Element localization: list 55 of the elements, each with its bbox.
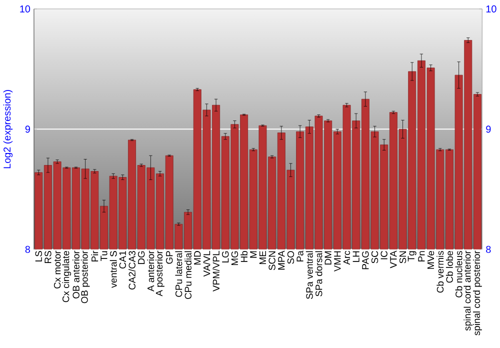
x-tick-label: A posterior bbox=[156, 250, 164, 296]
y-tick-label: 8 bbox=[25, 246, 30, 254]
x-tick-label: LH bbox=[352, 251, 360, 262]
x-tick-label: GP bbox=[166, 251, 173, 264]
x-tick-label: CPu lateral bbox=[175, 251, 182, 297]
x-tick-label: RS bbox=[44, 251, 52, 264]
x-tick-label: VMH bbox=[334, 251, 341, 272]
x-tick-label: Tu bbox=[100, 251, 108, 262]
x-tick-label: PAG bbox=[362, 251, 369, 270]
x-tick-label: OB anterior bbox=[72, 250, 80, 299]
x-tick-label: DG bbox=[138, 251, 145, 264]
x-tick-label: Pn bbox=[418, 251, 425, 262]
x-tick-label: DM bbox=[324, 251, 332, 265]
x-tick-label: Arc bbox=[343, 250, 350, 265]
x-tick-label: IC bbox=[380, 251, 388, 260]
x-tick-label: Cb vermis bbox=[436, 251, 444, 293]
x-tick-label: CA2/CA3 bbox=[128, 251, 136, 290]
x-tick-label: SC bbox=[371, 251, 378, 264]
y-tick-label: 10 bbox=[20, 6, 30, 13]
x-tick-label: SCN bbox=[268, 251, 276, 270]
x-tick-label: MG bbox=[231, 251, 238, 266]
x-tick-label: VPM/VPL bbox=[212, 251, 220, 292]
y2-tick-label: 10 bbox=[486, 6, 496, 13]
x-tick-label: CPu medial bbox=[184, 251, 192, 300]
x-tick-label: SPa ventral bbox=[306, 251, 313, 300]
x-tick-label: OB posterior bbox=[80, 250, 90, 304]
x-tick-label: ME bbox=[259, 251, 266, 264]
x-tick-label: Hb bbox=[240, 251, 248, 262]
x-tick-label: LS bbox=[35, 251, 42, 262]
x-tick-label: Cx motor bbox=[54, 250, 61, 289]
x-tick-label: LG bbox=[222, 251, 229, 263]
x-tick-label: CA1 bbox=[119, 251, 126, 269]
x-tick-label: Cb lobe bbox=[446, 251, 453, 283]
x-tick-label: SN bbox=[399, 251, 406, 264]
x-tick-label: VTA bbox=[390, 250, 397, 268]
x-tick-label: ventral S bbox=[110, 251, 117, 288]
x-tick-label: spinal cord posterior bbox=[473, 250, 482, 336]
x-tick-label: Tg bbox=[408, 251, 416, 262]
x-tick-label: MD bbox=[194, 251, 201, 265]
x-tick-label: M bbox=[250, 251, 257, 258]
y2-tick-label: 9 bbox=[486, 126, 491, 133]
y-axis-title: Log2 (expression) bbox=[3, 90, 13, 168]
x-tick-label: spinal cord anterior bbox=[464, 250, 473, 331]
x-tick-label: MPA bbox=[278, 250, 285, 270]
x-tick-label: SO bbox=[287, 251, 294, 264]
x-tick-label: MVe bbox=[427, 251, 434, 269]
x-tick-label: Cx cingulate bbox=[62, 251, 72, 302]
x-tick-label: A anterior bbox=[147, 250, 154, 292]
x-tick-label: Pa bbox=[296, 250, 304, 262]
y-tick-label: 9 bbox=[25, 126, 30, 133]
y2-tick-label: 8 bbox=[486, 246, 491, 254]
x-tick-label: Pir bbox=[91, 250, 98, 262]
x-tick-label: Cb nucleus bbox=[455, 251, 462, 298]
x-tick-label: SPa dorsal bbox=[315, 251, 322, 296]
x-tick-label: VA/VL bbox=[203, 251, 210, 277]
